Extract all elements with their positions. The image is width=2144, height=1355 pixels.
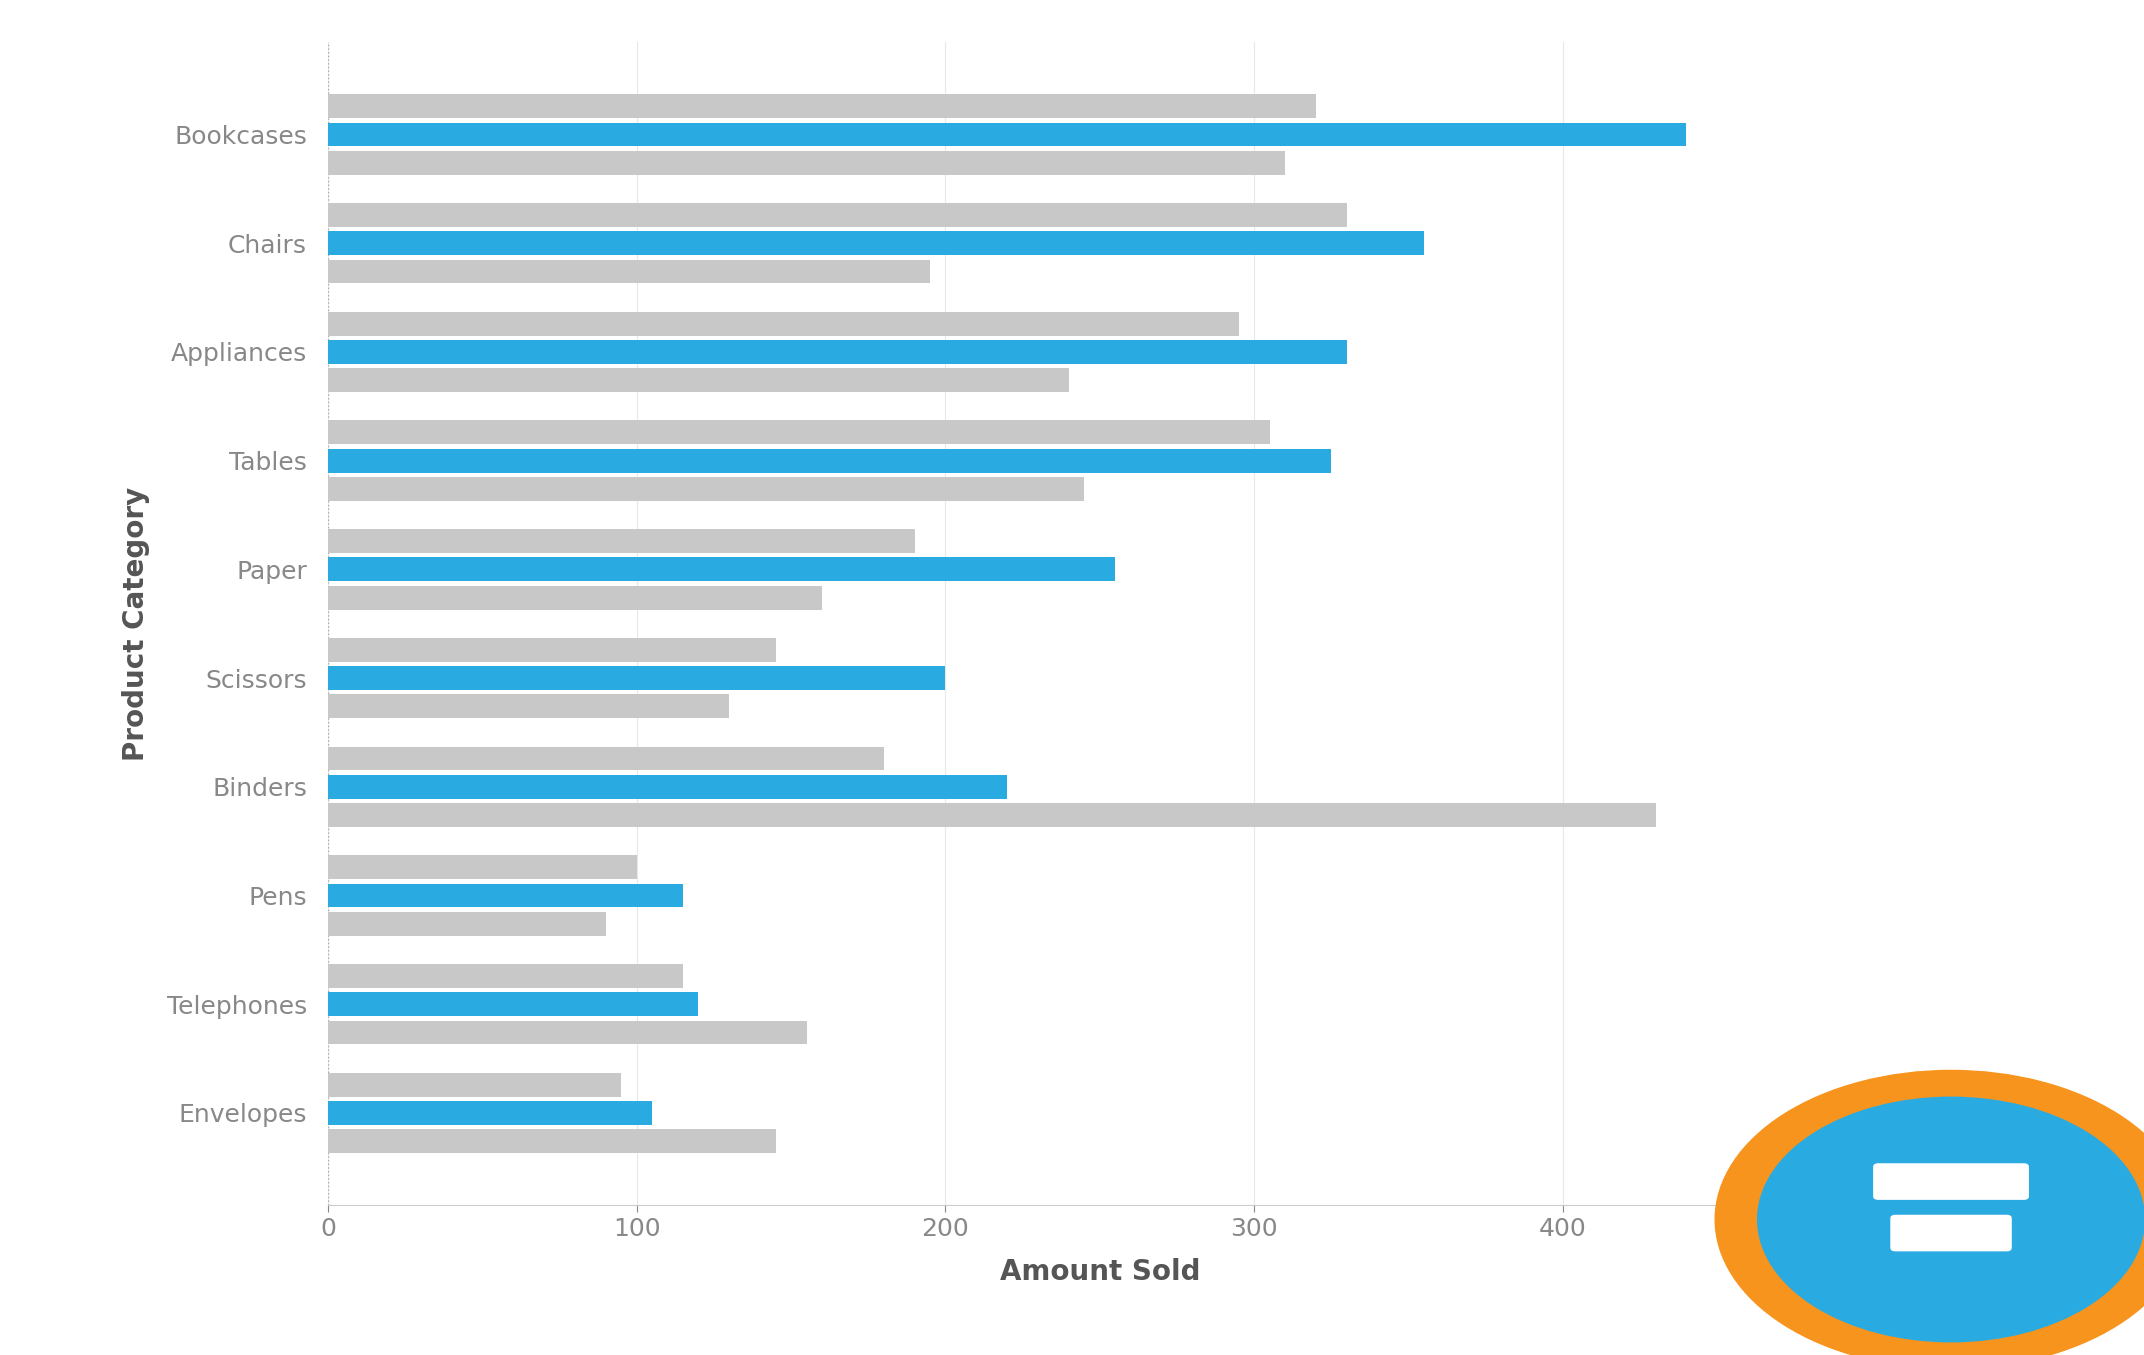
Bar bbox=[328, 1129, 776, 1153]
Bar bbox=[328, 260, 930, 283]
Bar bbox=[328, 855, 637, 879]
Bar bbox=[328, 638, 776, 661]
X-axis label: Amount Sold: Amount Sold bbox=[999, 1257, 1201, 1286]
Bar bbox=[328, 1020, 806, 1045]
Bar bbox=[328, 557, 1115, 581]
Bar bbox=[328, 449, 1331, 473]
Bar bbox=[328, 369, 1070, 392]
Bar bbox=[328, 775, 1008, 798]
Y-axis label: Product Category: Product Category bbox=[122, 486, 150, 762]
Bar bbox=[328, 420, 1269, 444]
Bar bbox=[328, 232, 1424, 255]
Bar bbox=[328, 804, 1655, 827]
Bar bbox=[328, 747, 883, 771]
Bar bbox=[328, 203, 1346, 226]
Bar bbox=[328, 585, 821, 610]
Bar bbox=[328, 992, 699, 1016]
Bar bbox=[328, 477, 1085, 501]
Bar bbox=[328, 95, 1316, 118]
Bar bbox=[328, 883, 684, 908]
Bar bbox=[328, 122, 1687, 146]
Bar bbox=[328, 694, 729, 718]
Bar bbox=[328, 1073, 622, 1096]
Bar bbox=[328, 340, 1346, 364]
Bar bbox=[328, 963, 684, 988]
Bar bbox=[328, 530, 915, 553]
Bar bbox=[328, 1102, 652, 1125]
Bar bbox=[328, 912, 607, 936]
Bar bbox=[328, 312, 1239, 336]
Bar bbox=[328, 667, 946, 690]
Bar bbox=[328, 150, 1284, 175]
